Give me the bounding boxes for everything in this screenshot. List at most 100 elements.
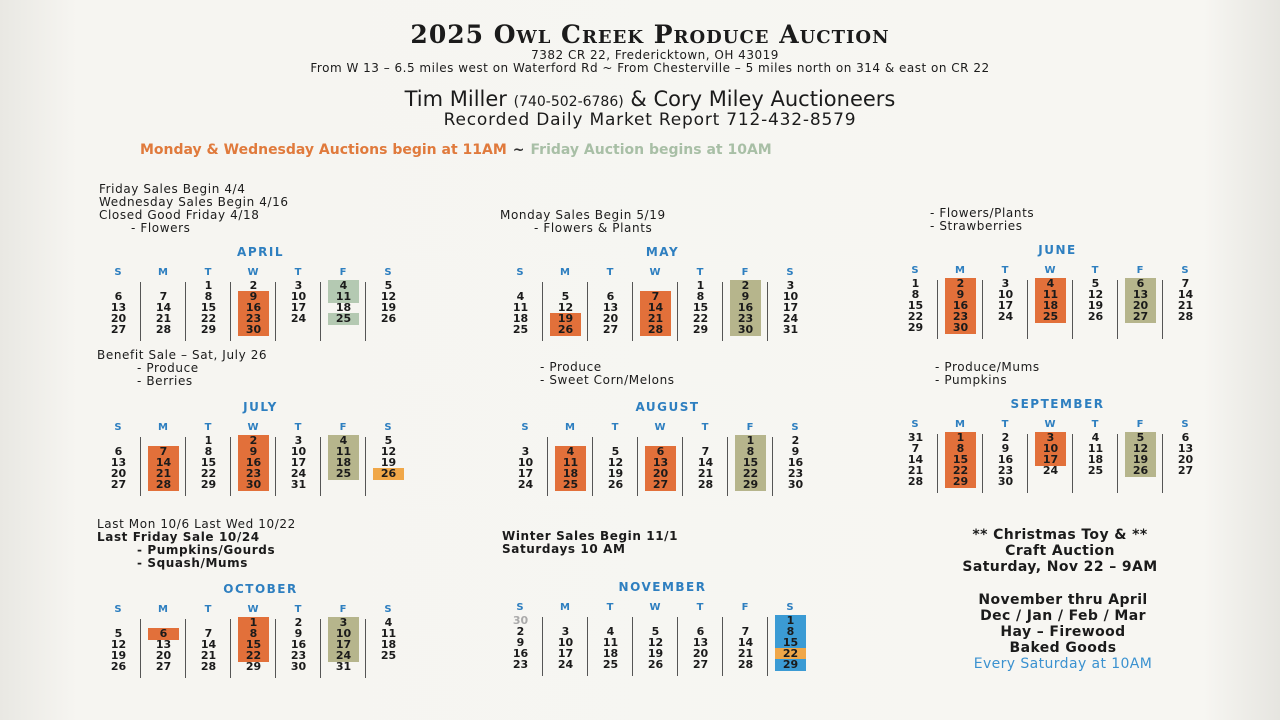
notes-summer-mid: - Produce - Sweet Corn/Melons <box>540 361 675 387</box>
month-name: AUGUST <box>635 400 700 414</box>
calendar-divider <box>722 282 723 341</box>
calendar-day: 28 <box>697 478 714 491</box>
calendar-day: 16 <box>238 457 269 469</box>
calendar-day: 4 <box>328 435 359 447</box>
calendar-day: 17 <box>290 456 307 469</box>
weekday-header: M <box>955 265 965 276</box>
calendar-day: 1 <box>696 279 705 292</box>
calendar-day: 26 <box>607 478 624 491</box>
calendar-day: 2 <box>1001 431 1010 444</box>
calendar-day: 2 <box>945 278 976 290</box>
calendar-day: 15 <box>238 639 269 651</box>
calendar-day: 5 <box>384 434 393 447</box>
calendar-day: 22 <box>907 310 924 323</box>
calendar-day: 3 <box>1035 432 1066 444</box>
calendar-day: 29 <box>200 323 217 336</box>
calendar-day: 11 <box>380 627 397 640</box>
calendar-day: 12 <box>557 301 574 314</box>
weekday-header: T <box>1091 419 1099 430</box>
calendar-day: 4 <box>1091 431 1100 444</box>
calendar-day: 30 <box>997 475 1014 488</box>
calendar-day: 19 <box>550 313 581 325</box>
notes-summer-left: Benefit Sale – Sat, July 26 - Produce - … <box>97 349 267 388</box>
calendar-day: 4 <box>606 625 615 638</box>
market-report: Recorded Daily Market Report 712-432-857… <box>443 110 857 130</box>
month-name: APRIL <box>237 245 284 259</box>
calendar-divider <box>1072 434 1073 493</box>
note-line: - Sweet Corn/Melons <box>540 373 675 387</box>
calendar-day: 24 <box>782 312 799 325</box>
calendar-day: 29 <box>775 659 806 671</box>
note-line: - Produce/Mums <box>935 360 1040 374</box>
calendar-day <box>1170 322 1201 334</box>
calendar-day: 24 <box>557 658 574 671</box>
calendar-day: 8 <box>775 626 806 638</box>
weekday-header: F <box>339 604 347 615</box>
calendar-day: 25 <box>328 313 359 325</box>
calendar-day: 28 <box>200 660 217 673</box>
calendar-day: 18 <box>328 457 359 469</box>
calendar-day: 24 <box>997 310 1014 323</box>
calendar-day: 19 <box>647 647 664 660</box>
weekday-header: F <box>746 422 754 433</box>
calendar-day: 23 <box>290 649 307 662</box>
calendar-day: 3 <box>521 445 530 458</box>
calendar-day: 25 <box>380 649 397 662</box>
weekday-header: M <box>158 422 168 433</box>
calendar-day: 12 <box>1087 288 1104 301</box>
calendar-day: 17 <box>290 301 307 314</box>
calendar-day: 9 <box>730 291 761 303</box>
weekday-header: F <box>741 602 749 613</box>
calendar-day: 13 <box>602 301 619 314</box>
calendar-day: 6 <box>645 446 676 458</box>
weekday-header: M <box>955 419 965 430</box>
note-line: Closed Good Friday 4/18 <box>99 208 260 222</box>
calendar-day: 2 <box>294 616 303 629</box>
calendar-day: 10 <box>290 290 307 303</box>
calendar-day: 28 <box>155 323 172 336</box>
calendar-day: 18 <box>555 468 586 480</box>
calendar-day: 5 <box>651 625 660 638</box>
calendar-day: 26 <box>647 658 664 671</box>
calendar-day: 20 <box>645 468 676 480</box>
calendar-day: 26 <box>110 660 127 673</box>
winter-line: Every Saturday at 10AM <box>973 656 1153 672</box>
calendar-day: 17 <box>517 467 534 480</box>
calendar-day: 3 <box>328 617 359 629</box>
calendar-day: 6 <box>1181 431 1190 444</box>
calendar-divider <box>275 437 276 496</box>
calendar-day: 8 <box>735 446 766 458</box>
calendar-day: 21 <box>1177 299 1194 312</box>
calendar-day <box>373 661 404 673</box>
calendar-day: 28 <box>1177 310 1194 323</box>
calendar-day: 9 <box>238 446 269 458</box>
calendar-day: 29 <box>907 321 924 334</box>
calendar-divider <box>547 437 548 496</box>
calendar-day: 27 <box>110 323 127 336</box>
note-line: - Produce <box>137 361 199 375</box>
calendar-day <box>1035 322 1066 334</box>
calendar-day: 24 <box>1042 464 1059 477</box>
xmas-line: Craft Auction <box>1005 543 1115 559</box>
calendar-day: 4 <box>516 290 525 303</box>
calendar-divider <box>140 282 141 341</box>
calendar-day: 12 <box>380 445 397 458</box>
calendar-day: 18 <box>380 638 397 651</box>
calendar-divider <box>1027 280 1028 339</box>
calendar-day: 14 <box>1177 288 1194 301</box>
weekday-header: S <box>911 265 919 276</box>
notes-spring-mid: Monday Sales Begin 5/19 - Flowers & Plan… <box>500 209 666 235</box>
winter-line: Hay – Firewood <box>1000 624 1126 640</box>
note-line: Friday Sales Begin 4/4 <box>99 182 246 196</box>
calendar-day: 12 <box>380 290 397 303</box>
calendar-day: 14 <box>737 636 754 649</box>
weekday-header: T <box>204 604 212 615</box>
calendar-day: 9 <box>945 289 976 301</box>
calendar-divider <box>1117 434 1118 493</box>
calendar-divider <box>230 619 231 678</box>
calendar-day: 21 <box>907 464 924 477</box>
calendar-day: 16 <box>290 638 307 651</box>
calendar-day: 22 <box>775 648 806 660</box>
notes-fall-left: Last Mon 10/6 Last Wed 10/22 Last Friday… <box>97 518 296 570</box>
calendar-day: 19 <box>380 301 397 314</box>
